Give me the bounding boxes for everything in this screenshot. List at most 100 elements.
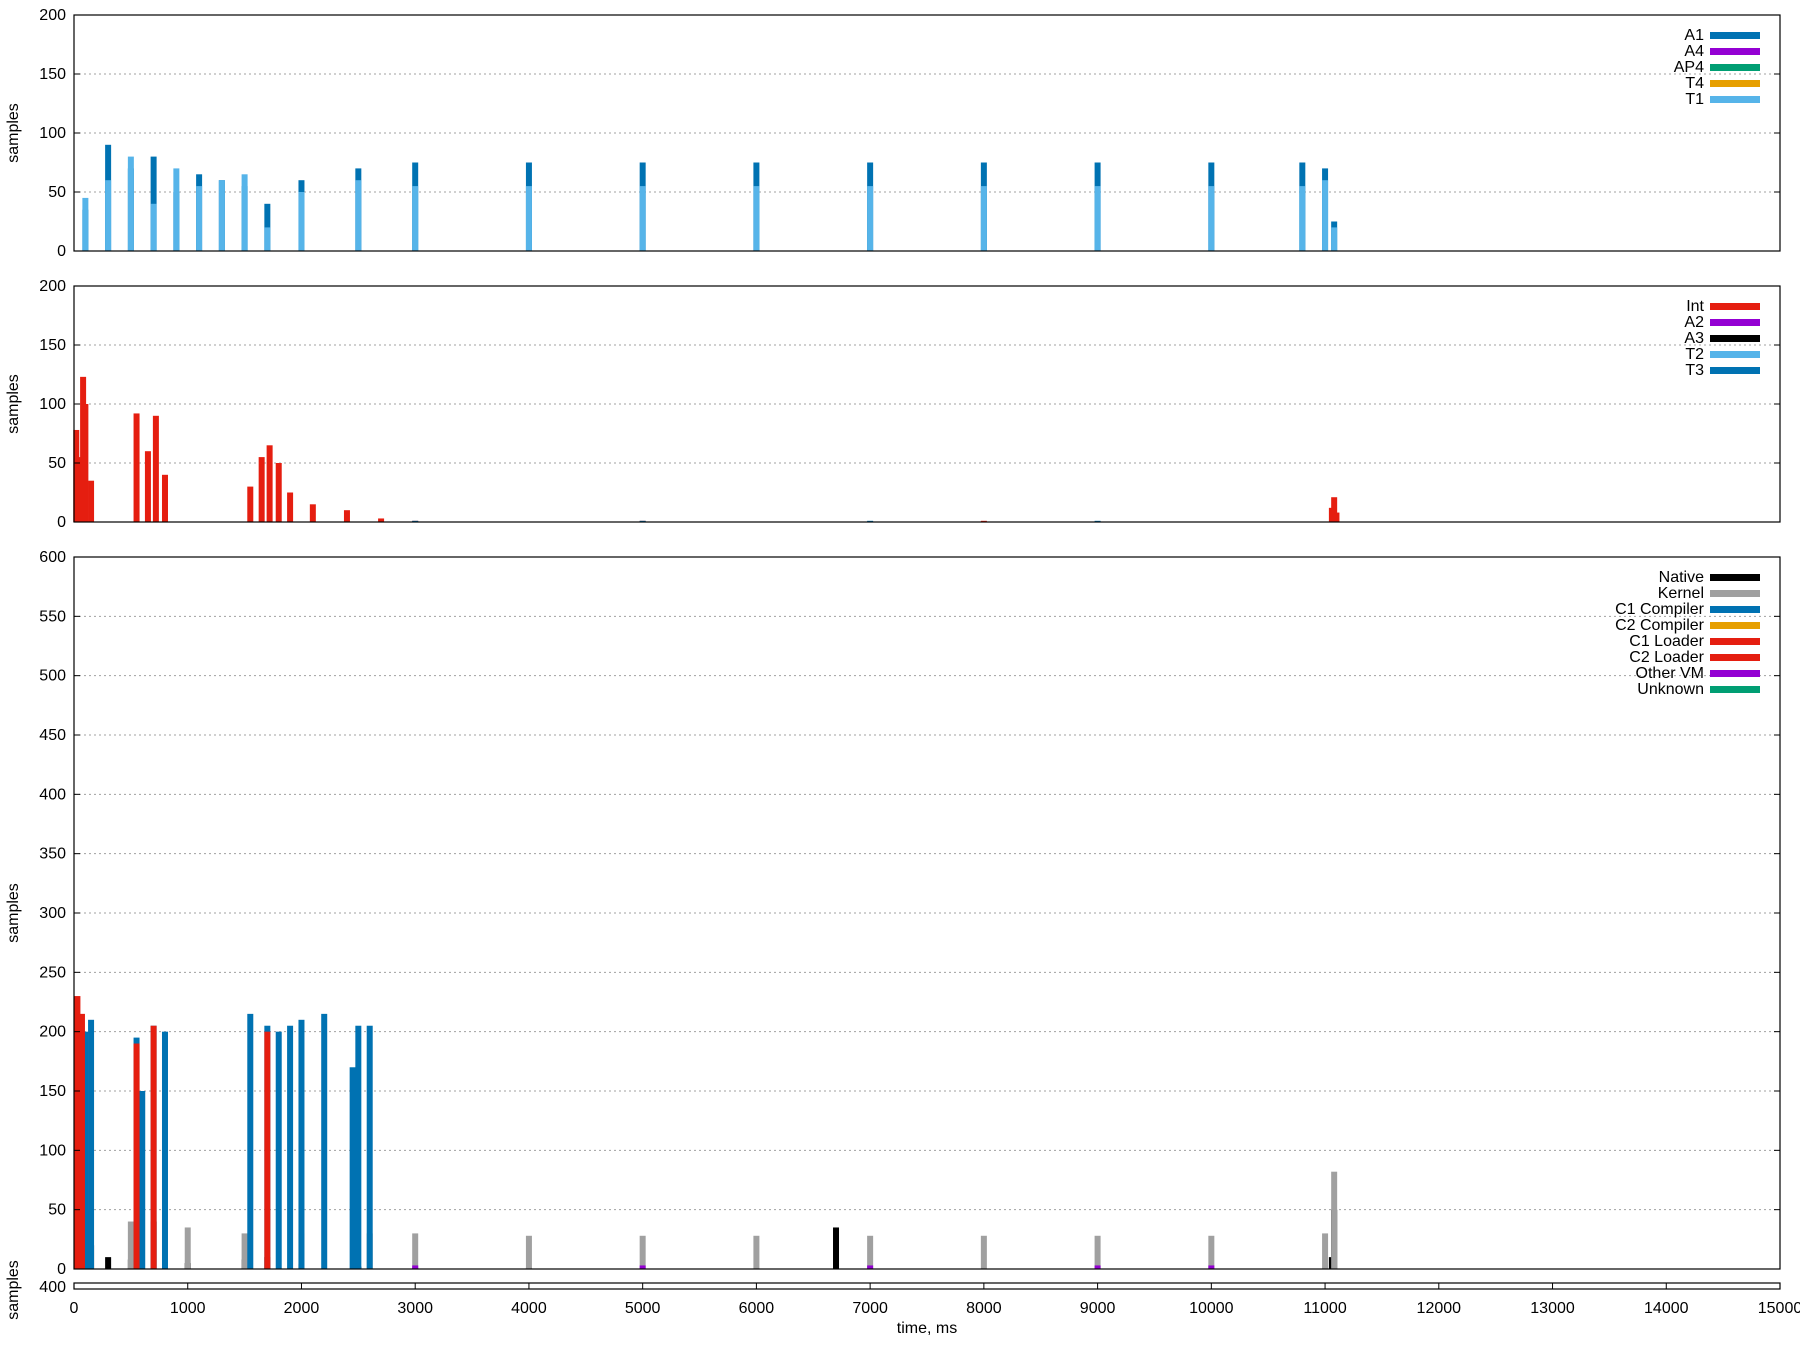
legend-label: A4	[1684, 43, 1704, 60]
panel-2-grid	[74, 344, 1780, 464]
bar-native	[833, 1227, 840, 1269]
bar-int	[73, 429, 80, 522]
bar-c1-compiler	[366, 1025, 373, 1269]
x-tick-label: 9000	[1080, 1300, 1116, 1317]
bar-c1-compiler	[161, 1031, 168, 1269]
bar-t1	[127, 156, 134, 251]
bar-kernel	[753, 1235, 760, 1269]
bar-int	[378, 518, 385, 522]
legend-swatch	[1710, 590, 1760, 597]
bar-t1	[218, 180, 225, 251]
legend-swatch	[1710, 319, 1760, 326]
y-tick-label: 150	[39, 337, 66, 354]
y-tick-label: 400	[39, 786, 66, 803]
bar-int	[309, 504, 316, 522]
bar-kernel	[412, 1233, 419, 1269]
bar-t1	[173, 168, 180, 251]
bar-c1-loader	[74, 996, 81, 1269]
x-tick-label: 1000	[170, 1300, 206, 1317]
x-tick-label: 5000	[625, 1300, 661, 1317]
x-tick-label: 3000	[397, 1300, 433, 1317]
y-tick-label: 50	[48, 1202, 66, 1219]
bar-kernel	[867, 1235, 874, 1269]
bar-other-vm	[1094, 1265, 1101, 1269]
bar-t1	[1094, 186, 1101, 251]
bar-kernel	[127, 1221, 134, 1269]
panel-3-y-ticks: 0 50 100 150 200 250 300 350 400 450 500 550 600	[39, 549, 1780, 1278]
legend-swatch	[1710, 96, 1760, 103]
y-tick-label: 200	[39, 278, 66, 295]
y-tick-label: 550	[39, 608, 66, 625]
bar-int	[152, 415, 159, 522]
legend-label: A3	[1684, 330, 1704, 347]
bar-int	[266, 445, 273, 522]
bar-kernel	[1094, 1235, 1101, 1269]
legend-swatch	[1710, 351, 1760, 358]
legend-label: C1 Compiler	[1615, 601, 1705, 618]
bar-t1	[82, 197, 89, 251]
bar-c1-loader	[78, 1013, 85, 1269]
bar-t1	[412, 186, 419, 251]
legend-swatch	[1710, 622, 1760, 629]
panel-2-y-ticks: 0 50 100 150 200	[39, 278, 1780, 531]
bar-t1	[196, 186, 203, 251]
y-tick-label: 200	[39, 1024, 66, 1041]
bar-t1	[1322, 180, 1329, 251]
y-tick-label: 100	[39, 1142, 66, 1159]
x-axis-label: time, ms	[897, 1320, 957, 1337]
y-tick-label: 0	[57, 514, 66, 531]
x-tick-label: 4000	[511, 1300, 547, 1317]
legend-swatch	[1710, 367, 1760, 374]
bar-kernel	[1322, 1233, 1329, 1269]
bar-int	[1331, 497, 1338, 522]
y-tick-label: 450	[39, 727, 66, 744]
legend-label: A1	[1684, 27, 1704, 44]
bar-int	[275, 463, 282, 522]
legend-label: T3	[1685, 362, 1704, 379]
legend-swatch	[1710, 80, 1760, 87]
bar-c1-compiler	[287, 1025, 294, 1269]
panel-1-y-ticks: 0 50 100 150 200	[39, 7, 1780, 260]
y-tick-label: 400	[39, 1279, 66, 1296]
bar-c1-loader	[264, 1031, 271, 1269]
panel-1-y-axis-label: samples	[5, 103, 22, 163]
y-tick-label: 600	[39, 549, 66, 566]
bar-int	[1333, 512, 1340, 522]
legend-label: AP4	[1674, 59, 1704, 76]
bar-t1	[241, 174, 248, 251]
panel-3: 0 50 100 150 200 250 300 350 400 450 500 550 600 sam…	[5, 549, 1781, 1278]
bar-c1-compiler	[275, 1031, 282, 1269]
bar-kernel	[1331, 1171, 1338, 1269]
bar-kernel	[241, 1233, 248, 1269]
legend-label: C1 Loader	[1629, 633, 1704, 650]
y-tick-label: 0	[57, 243, 66, 260]
bar-other-vm	[1208, 1265, 1215, 1269]
bar-t1	[105, 180, 112, 251]
bar-t1	[298, 192, 305, 251]
legend-swatch	[1710, 670, 1760, 677]
legend-swatch	[1710, 335, 1760, 342]
bar-t1	[1299, 186, 1306, 251]
bar-t1	[753, 186, 760, 251]
bar-c1-compiler	[349, 1067, 356, 1269]
bar-kernel	[1208, 1235, 1215, 1269]
bar-c1-compiler	[298, 1019, 305, 1269]
bar-other-vm	[412, 1265, 419, 1269]
bar-int	[88, 480, 95, 522]
bar-int	[161, 474, 168, 522]
y-tick-label: 100	[39, 125, 66, 142]
legend-swatch	[1710, 574, 1760, 581]
legend-label: C2 Compiler	[1615, 617, 1705, 634]
x-tick-label: 8000	[966, 1300, 1002, 1317]
x-tick-label: 13000	[1530, 1300, 1575, 1317]
bar-c1-compiler	[82, 1031, 89, 1269]
panel-3-grid	[74, 615, 1780, 1211]
legend-label: Int	[1686, 298, 1704, 315]
bar-int	[133, 413, 140, 522]
x-tick-label: 11000	[1303, 1300, 1346, 1317]
bar-other-vm	[867, 1265, 874, 1269]
bar-int	[144, 451, 151, 522]
